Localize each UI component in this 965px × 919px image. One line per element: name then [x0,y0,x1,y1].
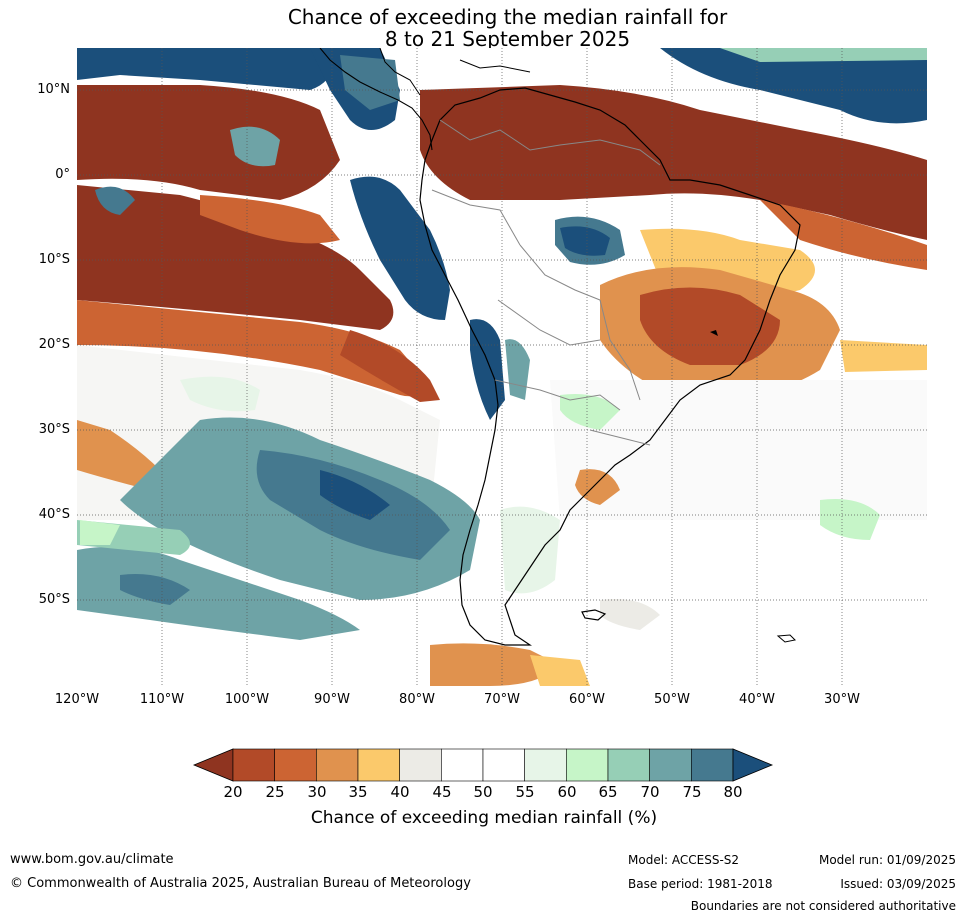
colorbar-tick-20: 20 [223,783,243,801]
colorbar-segment [482,748,525,782]
dry-region-northern-south-america [420,85,927,240]
lon-label-110w: 110°W [139,692,185,707]
colorbar-tick-55: 55 [515,783,535,801]
boundary-disclaimer: Boundaries are not considered authoritat… [690,899,956,913]
issued-date: Issued: 03/09/2025 [840,877,956,891]
chart-title-line1: Chance of exceeding the median rainfall … [287,5,728,29]
colorbar-tick-80: 80 [723,783,743,801]
colorbar-segment [399,748,442,782]
lat-label-10n: 10°N [37,82,70,97]
colorbar-segment [232,748,275,782]
lon-label-80w: 80°W [399,692,435,707]
colorbar-tick-45: 45 [432,783,452,801]
graticule [77,48,927,686]
model-run-date: Model run: 01/09/2025 [818,853,956,867]
colorbar-tick-70: 70 [640,783,660,801]
copyright-text: © Commonwealth of Australia 2025, Austra… [10,876,471,891]
dry-region-equatorial-pacific [77,85,340,200]
colorbar-segment [274,748,317,782]
lat-label-20s: 20°S [38,337,70,352]
colorbar-arrow-low [192,748,234,782]
colorbar-tick-65: 65 [598,783,618,801]
central-america-coastline [319,48,433,151]
colorbar-segment [649,748,692,782]
dry-patch-drake-passage [430,643,560,686]
south-america-coastline [419,87,801,646]
base-period: Base period: 1981-2018 [628,877,773,891]
country-borders [431,119,661,446]
lat-label-10s: 10°S [38,252,70,267]
wet-patch-east-pacific [350,176,450,320]
wet-region-north-atlantic [660,48,927,124]
colorbar-tick-50: 50 [473,783,493,801]
lon-label-30w: 30°W [824,692,860,707]
colorbar-segment [524,748,567,782]
colorbar-tick-60: 60 [557,783,577,801]
lon-label-100w: 100°W [224,692,270,707]
colorbar-tick-75: 75 [682,783,702,801]
colorbar-segment [441,748,484,782]
colorbar-segment [357,748,400,782]
rainfall-map [77,48,927,686]
lon-label-60w: 60°W [569,692,605,707]
colorbar-tick-25: 25 [265,783,285,801]
wet-region-north-pacific [77,48,333,90]
lat-label-50s: 50°S [38,592,70,607]
dry-patch-southeast-pacific [77,420,160,490]
colorbar-tick-35: 35 [348,783,368,801]
website-link[interactable]: www.bom.gov.au/climate [10,852,174,867]
colorbar-tick-40: 40 [390,783,410,801]
lon-label-90w: 90°W [314,692,350,707]
chart-title-line2: 8 to 21 September 2025 [384,27,631,51]
colorbar-segment [607,748,650,782]
lon-label-50w: 50°W [654,692,690,707]
colorbar-arrow-high [732,748,774,782]
falkland-islands [581,609,607,621]
model-name: Model: ACCESS-S2 [628,853,740,867]
colorbar-label: Chance of exceeding median rainfall (%) [310,808,658,828]
lon-label-40w: 40°W [739,692,775,707]
lon-label-120w: 120°W [54,692,100,707]
colorbar-segment [566,748,609,782]
lat-label-30s: 30°S [38,422,70,437]
colorbar-segment [691,748,734,782]
lon-label-70w: 70°W [484,692,520,707]
colorbar-tick-30: 30 [307,783,327,801]
lat-label-40s: 40°S [38,507,70,522]
colorbar-segment [316,748,359,782]
lat-label-0: 0° [55,167,70,182]
